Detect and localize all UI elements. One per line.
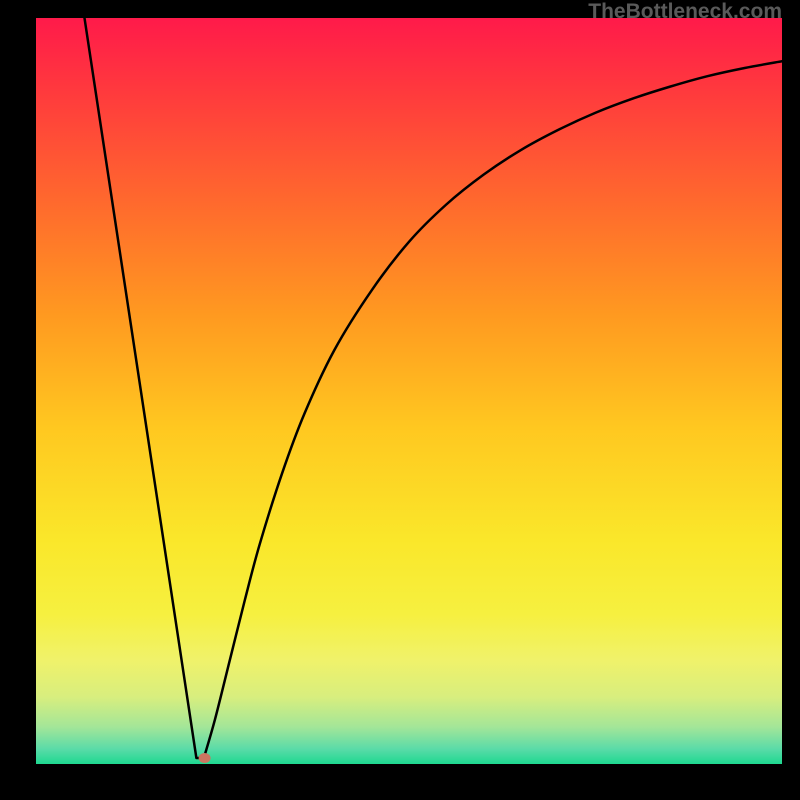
plot-area <box>36 18 782 764</box>
watermark-text: TheBottleneck.com <box>588 0 782 24</box>
chart-container: TheBottleneck.com <box>0 0 800 800</box>
gradient-background <box>36 18 782 764</box>
optimum-marker <box>199 753 211 763</box>
